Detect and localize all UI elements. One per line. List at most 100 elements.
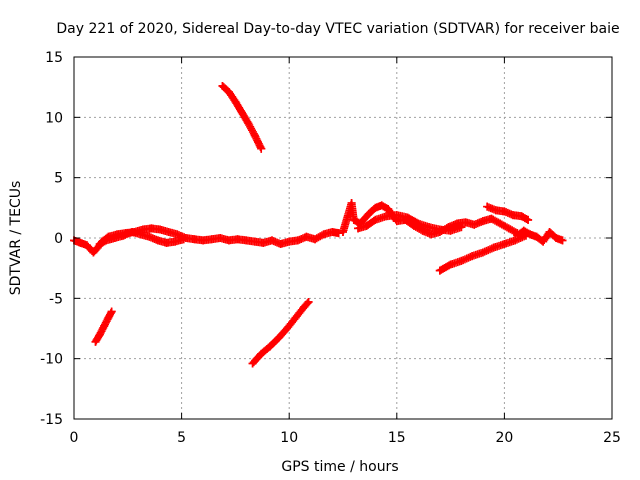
data-point <box>364 209 373 218</box>
data-point <box>517 212 526 221</box>
data-point <box>509 211 518 220</box>
data-point <box>347 199 356 208</box>
data-point <box>231 97 240 106</box>
y-tick-label: 5 <box>54 171 63 187</box>
data-point <box>500 207 509 216</box>
data-point <box>384 205 393 214</box>
data-point <box>532 232 541 241</box>
x-tick-label: 0 <box>70 430 79 446</box>
data-point <box>91 337 100 346</box>
data-point <box>371 203 380 212</box>
data-point <box>300 302 309 311</box>
data-point <box>190 235 199 244</box>
data-point <box>267 236 276 245</box>
data-point <box>233 235 242 244</box>
data-point <box>478 248 487 257</box>
data-point <box>461 218 470 227</box>
y-tick-label: -10 <box>40 352 63 368</box>
data-point <box>362 221 371 230</box>
data-point <box>496 219 505 228</box>
data-point <box>218 81 227 90</box>
data-point <box>435 266 444 275</box>
x-tick-label: 20 <box>495 430 513 446</box>
series-arc-right-upper <box>483 202 533 224</box>
y-tick-label: -5 <box>49 291 63 307</box>
x-tick-labels: 0 5 10 15 20 25 <box>70 430 621 446</box>
x-tick-label: 10 <box>280 430 298 446</box>
y-tick-label: -15 <box>40 412 63 428</box>
data-point <box>274 334 283 343</box>
x-tick-label: 5 <box>177 430 186 446</box>
data-point <box>250 131 259 140</box>
data-point <box>136 230 145 239</box>
x-axis-label: GPS time / hours <box>281 459 398 475</box>
data-point <box>487 214 496 223</box>
data-point <box>199 236 208 245</box>
data-point <box>521 231 530 240</box>
data-point <box>102 236 111 245</box>
chart-title: Day 221 of 2020, Sidereal Day-to-day VTE… <box>56 21 619 37</box>
data-point <box>128 227 137 236</box>
data-point <box>89 248 98 257</box>
data-point <box>500 240 509 249</box>
data-point <box>82 241 91 250</box>
series-arc-mid <box>339 199 522 239</box>
data-point <box>435 225 444 234</box>
data-point <box>558 236 567 245</box>
data-point <box>250 237 259 246</box>
data-point <box>257 349 266 358</box>
data-point <box>224 236 233 245</box>
data-point <box>216 234 225 242</box>
data-point <box>328 227 337 236</box>
data-point <box>207 235 216 244</box>
data-point <box>293 236 302 245</box>
data-point <box>242 236 251 245</box>
data-point <box>171 237 180 246</box>
data-point <box>446 226 455 235</box>
data-point <box>244 119 253 128</box>
data-point <box>173 230 182 239</box>
data-point <box>311 235 320 244</box>
data-point <box>164 227 173 236</box>
data-point <box>237 108 246 117</box>
data-point <box>382 212 391 221</box>
data-point <box>104 313 113 322</box>
data-point <box>119 231 128 240</box>
x-tick-label: 15 <box>388 430 406 446</box>
data-point <box>478 217 487 226</box>
series-arc-left-bottom <box>91 307 116 346</box>
data-point <box>319 230 328 239</box>
data-point <box>276 240 285 249</box>
series-arc-ascending-bottom <box>248 297 313 368</box>
data-point <box>539 237 548 246</box>
data-point <box>257 144 266 153</box>
data-point <box>526 230 535 239</box>
data-point <box>153 236 162 245</box>
data-point <box>259 238 268 247</box>
data-point <box>504 224 513 233</box>
data-point <box>457 256 466 265</box>
data-point <box>265 342 274 351</box>
data-point <box>371 215 380 224</box>
y-tick-label: 10 <box>45 110 63 126</box>
data-point <box>457 223 466 232</box>
series-arc-main-low-2 <box>95 227 188 249</box>
y-axis-label: SDTVAR / TECUs <box>8 181 24 296</box>
data-point <box>470 220 479 229</box>
data-point <box>489 243 498 252</box>
series-arc-right-rising <box>435 231 530 275</box>
series-layer <box>70 81 567 368</box>
data-point <box>425 223 434 232</box>
data-point <box>377 201 386 210</box>
data-point <box>334 229 343 238</box>
data-point <box>545 227 554 236</box>
data-point <box>414 219 423 228</box>
axis-ticks <box>73 56 613 420</box>
data-point <box>491 206 500 215</box>
data-point <box>446 260 455 269</box>
data-point <box>162 238 171 247</box>
data-point <box>468 252 477 261</box>
data-point <box>100 322 109 331</box>
data-point <box>95 330 104 339</box>
